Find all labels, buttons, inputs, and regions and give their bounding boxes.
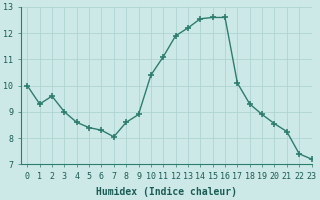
X-axis label: Humidex (Indice chaleur): Humidex (Indice chaleur) <box>96 186 237 197</box>
